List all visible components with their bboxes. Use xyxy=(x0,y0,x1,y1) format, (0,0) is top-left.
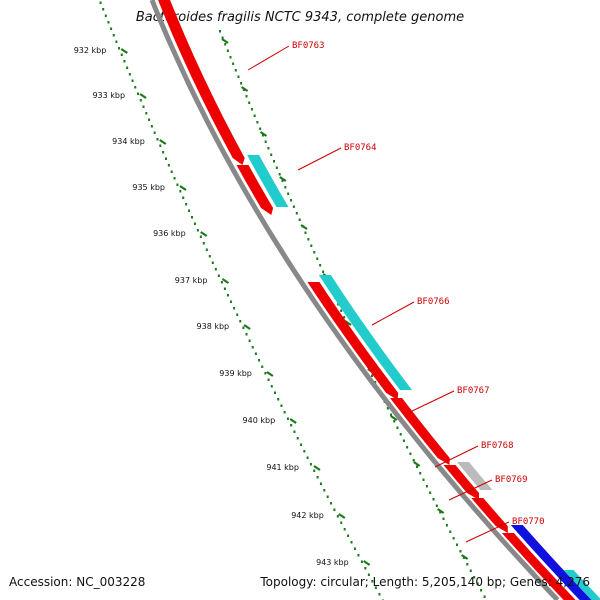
gene-leader-line xyxy=(465,521,510,543)
gene-bf0767-arrow[interactable] xyxy=(390,398,450,465)
gene-label[interactable]: BF0767 xyxy=(457,386,490,396)
gene-leader-line xyxy=(434,445,479,468)
gene-extra-reverse-block[interactable] xyxy=(563,570,600,600)
gene-leader-line xyxy=(371,301,415,326)
tick-label: 933 kbp xyxy=(92,91,125,100)
gene-bf0764-reverse-block[interactable] xyxy=(247,155,289,207)
tick-label: 932 kbp xyxy=(74,46,107,55)
tick-label: 941 kbp xyxy=(266,463,299,472)
genome-summary-text: Topology: circular; Length: 5,205,140 bp… xyxy=(260,575,590,589)
tick-label: 942 kbp xyxy=(291,511,324,520)
accession-text: Accession: NC_003228 xyxy=(9,575,146,589)
tick-label: 943 kbp xyxy=(316,558,349,567)
major-tick xyxy=(243,324,251,330)
major-tick xyxy=(159,139,167,145)
tick-label: 934 kbp xyxy=(112,137,145,146)
gene-label[interactable]: BF0770 xyxy=(512,517,545,527)
tick-label: 937 kbp xyxy=(175,276,208,285)
gene-bf0766-reverse-block[interactable] xyxy=(318,275,412,390)
gene-label[interactable]: BF0766 xyxy=(417,297,450,307)
gene-bf0769-arrow[interactable] xyxy=(471,498,508,533)
gene-leader-line xyxy=(297,147,342,171)
tick-label: 938 kbp xyxy=(197,322,230,331)
major-tick xyxy=(313,465,321,471)
gene-bf0766-arrow[interactable] xyxy=(307,282,399,400)
major-tick xyxy=(179,185,187,191)
gene-leader-line xyxy=(409,390,455,413)
gene-label[interactable]: BF0769 xyxy=(495,475,528,485)
major-tick xyxy=(120,48,128,54)
gene-bf0768-reverse-block[interactable] xyxy=(457,462,493,490)
gene-leader-line xyxy=(448,479,493,501)
gene-label[interactable]: BF0764 xyxy=(344,143,377,153)
major-tick xyxy=(363,560,371,566)
gene-bf0763-arrow[interactable] xyxy=(156,0,245,165)
major-tick xyxy=(139,93,147,99)
gene-bf0764-arrow[interactable] xyxy=(236,165,274,215)
tick-label: 936 kbp xyxy=(153,229,186,238)
gene-label[interactable]: BF0768 xyxy=(481,441,514,451)
gene-bf0770-arrow[interactable] xyxy=(501,533,576,600)
genome-backbone xyxy=(149,0,560,600)
major-tick xyxy=(266,371,274,377)
major-tick xyxy=(200,231,208,237)
gene-bf0770-reverse-block[interactable] xyxy=(510,525,592,600)
gene-label[interactable]: BF0763 xyxy=(292,41,325,51)
major-tick xyxy=(338,513,346,519)
tick-label: 940 kbp xyxy=(243,416,276,425)
map-title: Bacteroides fragilis NCTC 9343, complete… xyxy=(135,10,465,25)
major-tick xyxy=(221,278,230,284)
gene-bf0768-arrow[interactable] xyxy=(443,465,480,500)
major-tick xyxy=(289,418,297,424)
gene-leader-line xyxy=(247,45,290,71)
tick-label: 939 kbp xyxy=(219,369,252,378)
tick-label: 935 kbp xyxy=(132,183,165,192)
